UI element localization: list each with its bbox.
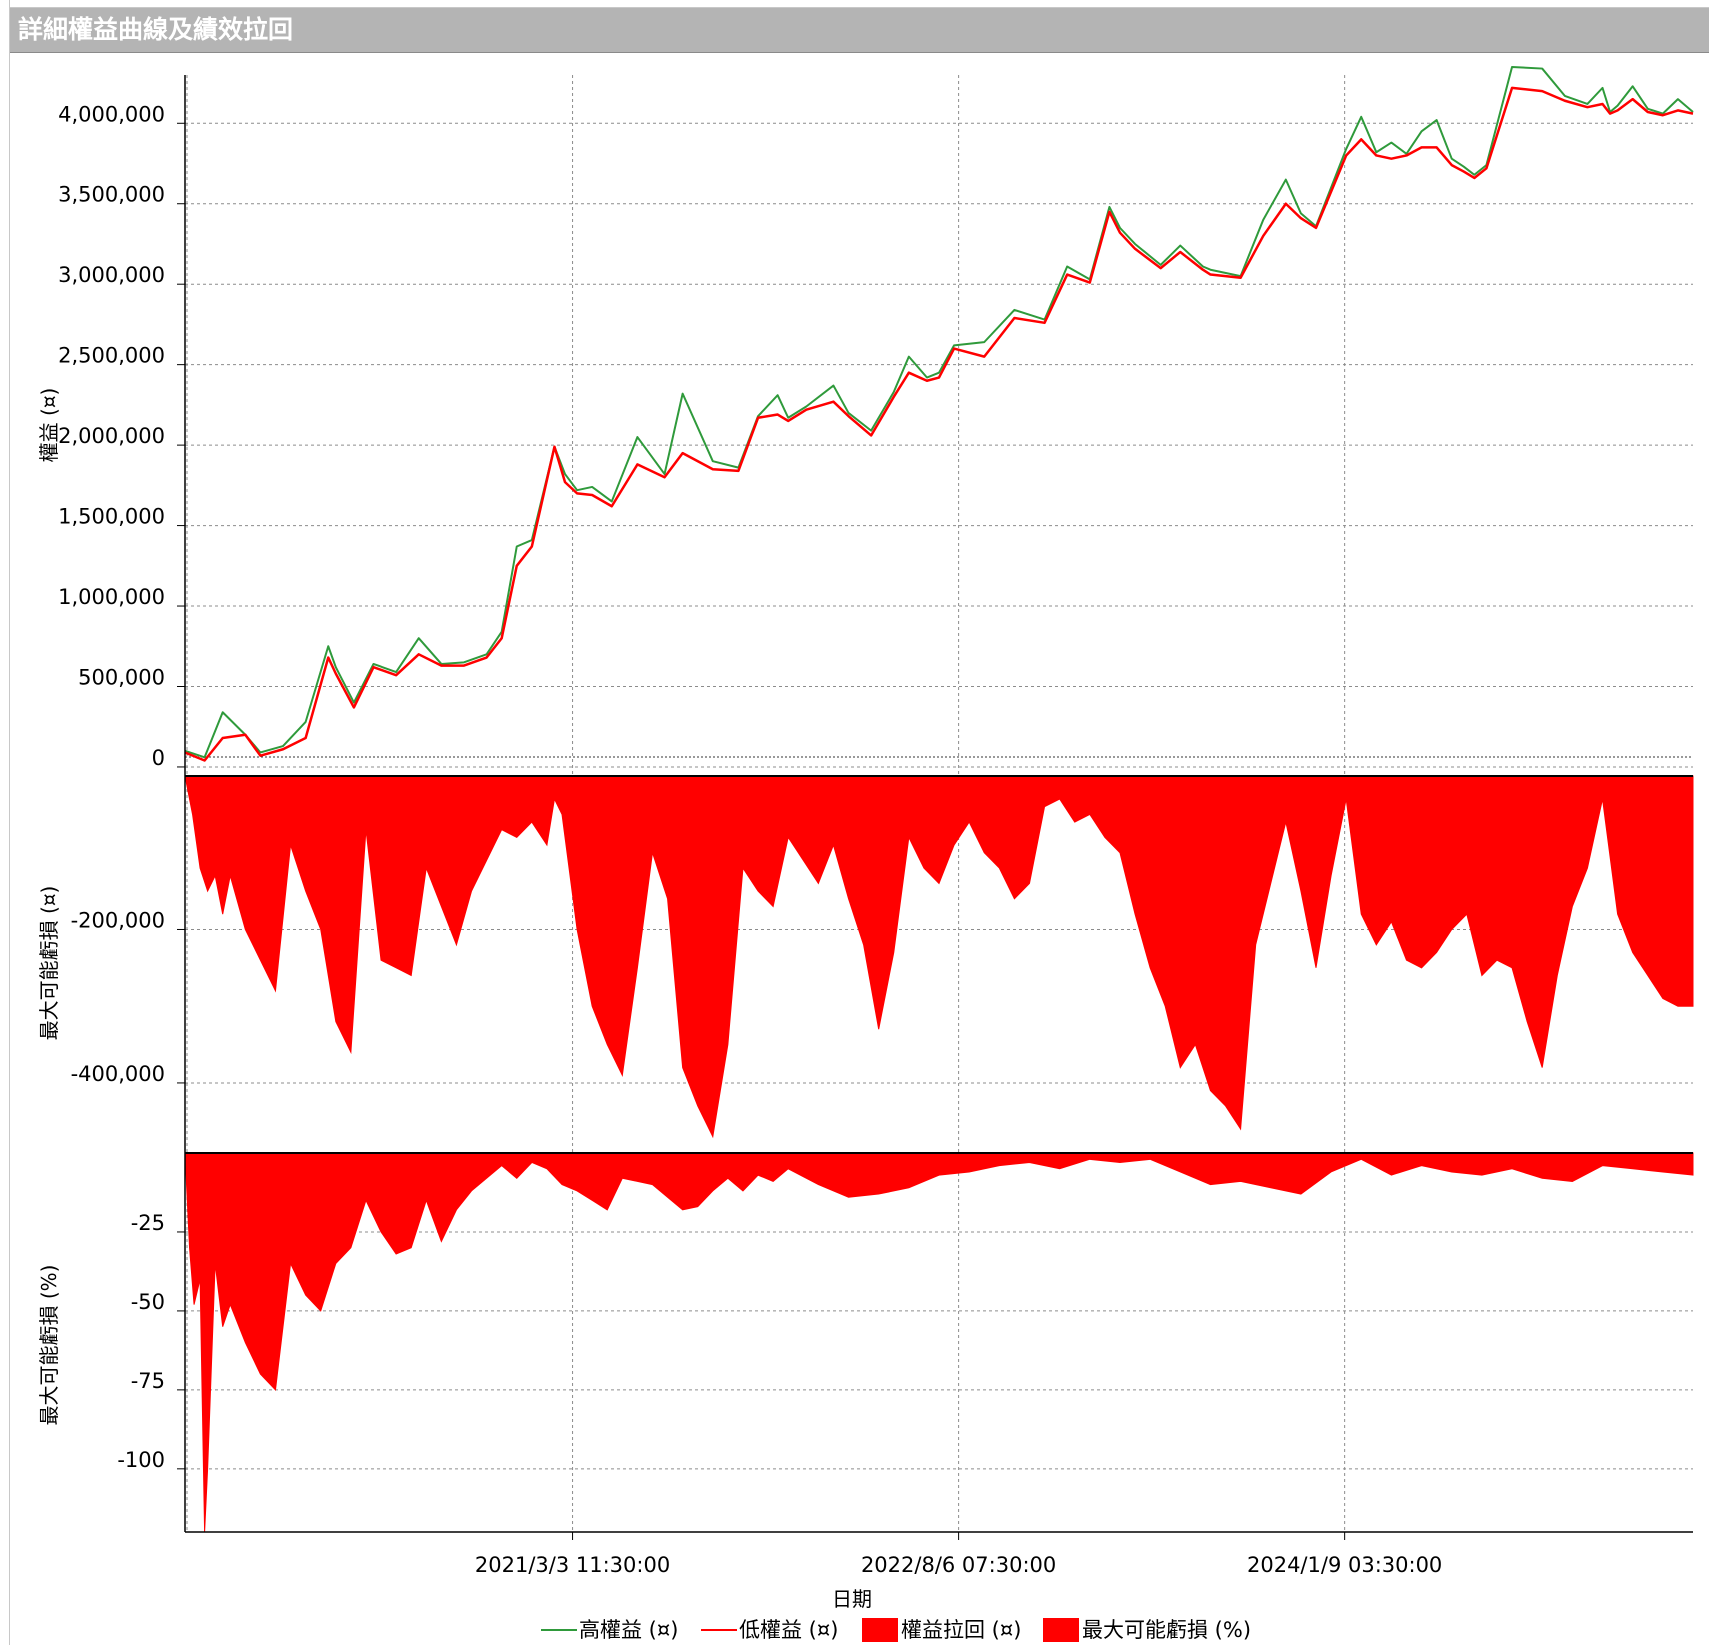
chart-legend: 高權益 (¤) 低權益 (¤) 權益拉回 (¤) 最大可能虧損 (%): [541, 1618, 1251, 1642]
panel1-ylabel: 權益 (¤): [37, 388, 61, 463]
y-tick-label: 0: [152, 746, 165, 770]
legend-label-high-equity: 高權益 (¤): [579, 1618, 678, 1642]
x-ticks: 2021/3/3 11:30:00 2022/8/6 07:30:00 2024/1…: [185, 1531, 1693, 1577]
y-tick-label: 1,000,000: [58, 585, 165, 609]
y-tick-label: 4,000,000: [58, 102, 165, 126]
y-tick-label: -400,000: [71, 1062, 165, 1086]
y-tick-label: -75: [131, 1369, 165, 1393]
chart-series: [184, 65, 1694, 1533]
y-tick-label: 3,500,000: [58, 183, 165, 207]
panel-header: 詳細權益曲線及績效拉回: [10, 8, 1709, 53]
y-tick-label: 3,000,000: [58, 263, 165, 287]
legend-label-low-equity: 低權益 (¤): [739, 1618, 838, 1642]
legend-label-max-loss-pct: 最大可能虧損 (%): [1082, 1618, 1251, 1642]
legend-label-equity-drawdown: 權益拉回 (¤): [901, 1618, 1021, 1642]
x-axis-label: 日期: [832, 1587, 872, 1611]
y-tick-label: 500,000: [78, 665, 165, 689]
legend-swatch-max-loss-pct: [1043, 1618, 1079, 1642]
y-tick-label: -100: [117, 1448, 165, 1472]
y-tick-label: 1,500,000: [58, 505, 165, 529]
y-tick-label: 2,000,000: [58, 424, 165, 448]
y-tick-label: 2,500,000: [58, 344, 165, 368]
max-loss-pct-area: [184, 1152, 1694, 1533]
y-tick-label: -25: [131, 1211, 165, 1235]
legend-swatch-equity-drawdown: [862, 1618, 898, 1642]
low-equity-line: [184, 86, 1694, 762]
x-tick-label: 2021/3/3 11:30:00: [475, 1553, 670, 1577]
grid-lines: [185, 75, 1693, 1532]
panel-title: 詳細權益曲線及績效拉回: [18, 15, 294, 44]
equity-drawdown-area: [184, 775, 1694, 1139]
y-ticks: 0 500,000 1,000,000 1,500,000 2,000,000 2,500…: [58, 75, 186, 1532]
chart-axes: 0 500,000 1,000,000 1,500,000 2,000,000 2,500…: [37, 75, 1693, 1611]
panel3-ylabel: 最大可能虧損 (%): [37, 1265, 61, 1426]
y-tick-label: -200,000: [71, 908, 165, 932]
x-tick-label: 2022/8/6 07:30:00: [861, 1553, 1056, 1577]
high-equity-line: [184, 65, 1694, 759]
x-tick-label: 2024/1/9 03:30:00: [1247, 1553, 1442, 1577]
window-left-border: [9, 0, 10, 1645]
panel2-ylabel: 最大可能虧損 (¤): [37, 886, 61, 1041]
y-tick-label: -50: [131, 1290, 165, 1314]
window-top-border: [9, 7, 1709, 8]
